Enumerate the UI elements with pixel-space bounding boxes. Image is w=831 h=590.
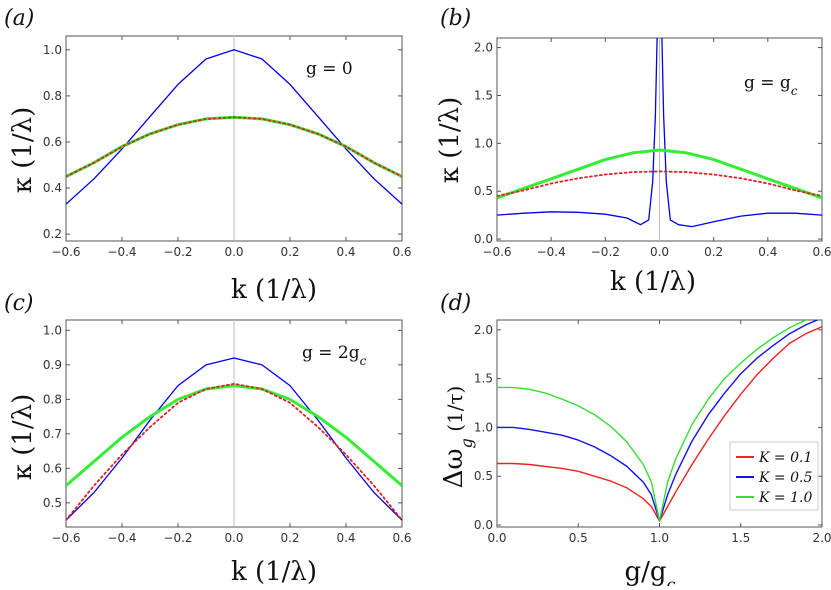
x-tick-label: −0.6 [51, 531, 80, 545]
panel-label-b: (b) [440, 6, 471, 31]
panel-b: (b) g = gc k (1/λ) κ (1/λ) [435, 6, 798, 297]
series-line-2 [497, 170, 822, 197]
series-line-0 [66, 49, 402, 205]
y-axis-label-b: κ (1/λ) [435, 97, 465, 184]
series-line-1 [66, 384, 402, 487]
series-line-2 [497, 320, 808, 522]
plot-area-1: −0.6 −0.4 −0.2 0.0 0.2 0.4 0.6 0.0 0.5 1.0 1.5 2.0 [474, 37, 831, 259]
y-tick-label: 0.2 [43, 227, 62, 241]
y-tick-label: 0.6 [43, 461, 62, 475]
y-axis-label-a: κ (1/λ) [8, 107, 38, 194]
annotation-c-sub: c [360, 354, 367, 368]
annotation-b-sub: c [791, 84, 798, 98]
annotation-c-main: g = 2g [302, 343, 360, 363]
x-tick-label: 0.6 [812, 245, 831, 259]
y-tick-label: 0.5 [474, 184, 493, 198]
y-tick-label: 1.0 [43, 323, 62, 337]
panel-c: (c) g = 2gc k (1/λ) κ (1/λ) [4, 291, 367, 587]
x-tick-label: 1.0 [650, 531, 669, 545]
x-axis-label-b: k (1/λ) [610, 267, 696, 297]
y-tick-label: 0.0 [474, 232, 493, 246]
annotation-b-main: g = g [744, 73, 791, 93]
x-axis-label-d-sub: c [667, 575, 676, 587]
x-tick-label: 0.2 [280, 245, 299, 259]
x-tick-label: −0.4 [107, 245, 136, 259]
legend-entry: K = 0.5 [758, 470, 812, 486]
x-tick-label: 0.6 [392, 531, 411, 545]
x-axis-label-c: k (1/λ) [231, 557, 317, 586]
panel-d: (d) g/gc Δωg (1/τ) [439, 291, 676, 590]
panel-a: (a) g = 0 k (1/λ) κ (1/λ) [4, 6, 353, 305]
panel-label-a: (a) [4, 6, 34, 31]
x-tick-label: 0.0 [650, 245, 669, 259]
x-tick-label: 0.5 [569, 531, 588, 545]
y-tick-label: 0.5 [43, 496, 62, 510]
annotation-c: g = 2gc [302, 343, 367, 368]
y-axis-label-d-sub: g [457, 438, 476, 448]
y-tick-label: 0.8 [43, 392, 62, 406]
x-tick-label: 0.0 [224, 531, 243, 545]
x-axis-label-a: k (1/λ) [231, 275, 317, 305]
y-tick-label: 1.0 [474, 136, 493, 150]
x-tick-label: 0.4 [758, 245, 777, 259]
legend-entry: K = 0.1 [758, 450, 812, 466]
panel-label-d: (d) [440, 291, 471, 316]
plot-area-0: −0.6 −0.4 −0.2 0.0 0.2 0.4 0.6 0.2 0.4 0.6 0.8 1.0 [43, 35, 412, 259]
x-tick-label: 2.0 [812, 531, 831, 545]
annotation-a: g = 0 [306, 59, 353, 79]
x-tick-label: 0.2 [704, 245, 723, 259]
plot-area-2: −0.6 −0.4 −0.2 0.0 0.2 0.4 0.6 0.5 0.6 0.7 0.8 0.9 1… [43, 319, 412, 545]
x-tick-label: −0.2 [591, 245, 620, 259]
y-tick-label: 2.0 [474, 41, 493, 55]
y-tick-label: 0.9 [43, 358, 62, 372]
y-tick-label: 0.4 [43, 181, 62, 195]
y-axis-label-d-main: Δω [439, 448, 469, 488]
x-tick-label: 0.4 [336, 531, 355, 545]
annotation-b: g = gc [744, 73, 798, 98]
y-tick-label: 0.8 [43, 89, 62, 103]
x-tick-label: 0.0 [224, 245, 243, 259]
x-tick-label: −0.4 [107, 531, 136, 545]
series-line-2 [66, 116, 402, 178]
y-tick-label: 0.0 [474, 518, 493, 532]
y-axis-label-c: κ (1/λ) [8, 394, 38, 481]
legend-entry: K = 1.0 [758, 490, 812, 506]
x-axis-label-d: g/gc [624, 557, 675, 586]
series-line-1 [497, 148, 822, 200]
y-tick-label: 0.5 [474, 469, 493, 483]
y-axis-label-d: Δωg (1/τ) [439, 386, 476, 489]
x-tick-label: −0.4 [537, 245, 566, 259]
y-tick-label: 2.0 [474, 323, 493, 337]
y-axis-label-d-tail: (1/τ) [443, 386, 467, 439]
x-tick-label: 0.4 [336, 245, 355, 259]
y-tick-label: 1.0 [43, 43, 62, 57]
x-tick-label: 0.0 [487, 531, 506, 545]
x-axis-label-d-main: g/g [624, 557, 666, 586]
x-tick-label: −0.6 [51, 245, 80, 259]
y-tick-label: 0.7 [43, 427, 62, 441]
x-tick-label: 0.6 [392, 245, 411, 259]
series-line-0 [66, 357, 402, 521]
series-line-0 [497, 38, 822, 228]
plot-area-3: 0.0 0.5 1.0 1.5 2.0 0.0 0.5 1.0 1.5 2.0 K = 0.1 K =… [474, 319, 831, 545]
panel-label-c: (c) [4, 291, 34, 316]
y-tick-label: 1.5 [474, 88, 493, 102]
y-tick-label: 1.5 [474, 372, 493, 386]
y-tick-label: 1.0 [474, 420, 493, 434]
x-tick-label: −0.2 [163, 245, 192, 259]
y-tick-label: 0.6 [43, 135, 62, 149]
series-line-2 [66, 382, 402, 521]
x-tick-label: 1.5 [731, 531, 750, 545]
x-tick-label: −0.6 [482, 245, 511, 259]
x-tick-label: 0.2 [280, 531, 299, 545]
x-tick-label: −0.2 [163, 531, 192, 545]
